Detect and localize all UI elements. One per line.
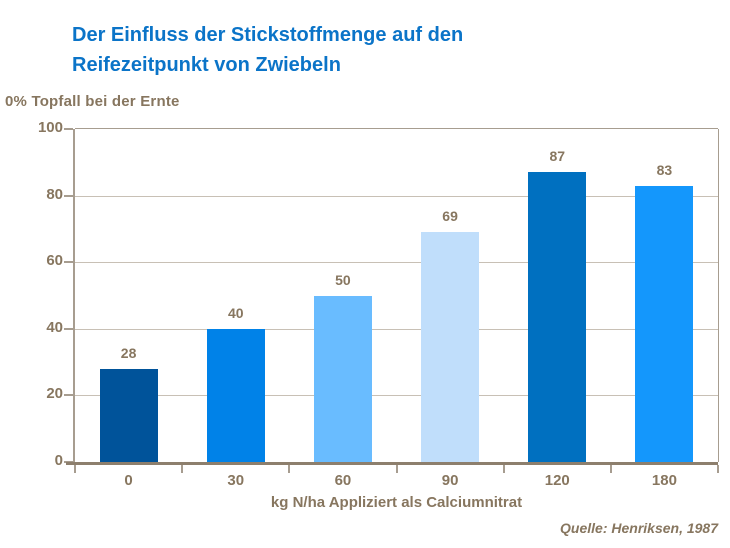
y-tick-100 [64,128,73,130]
chart-title-line1: Der Einfluss der Stickstoffmenge auf den [72,24,464,46]
gridline-20 [75,395,718,397]
x-axis-line [66,462,718,465]
bar-120 [528,172,587,462]
x-tick-label-0: 0 [124,472,133,489]
x-tick-3 [395,465,398,473]
bar-0 [99,368,158,462]
x-tick-6 [717,465,719,473]
gridline-60 [75,262,718,264]
bar-value-label-0: 28 [120,344,137,361]
plot-border-top [75,128,718,129]
y-tick-label-0: 0 [54,452,63,469]
gridline-80 [75,195,718,197]
chart-title: Der Einfluss der Stickstoffmenge auf den… [72,20,632,80]
y-tick-60 [64,261,73,264]
bar-value-label-60: 50 [335,271,351,288]
bar-value-label-180: 83 [656,161,673,178]
y-tick-label-60: 60 [46,252,63,270]
y-axis-line [73,129,75,462]
x-tick-1 [181,465,184,473]
y-tick-40 [64,327,73,330]
gridline-40 [75,328,718,330]
x-tick-label-180: 180 [651,472,677,489]
y-tick-label-80: 80 [46,185,63,203]
y-tick-20 [64,394,73,397]
bar-value-label-120: 87 [549,148,566,165]
x-tick-label-90: 90 [441,472,459,489]
x-axis-title: kg N/ha Appliziert als Calciumnitrat [270,494,523,511]
x-tick-2 [288,465,291,473]
bar-30 [206,328,265,462]
y-tick-label-40: 40 [46,318,63,336]
bar-60 [313,295,372,462]
source-caption: Quelle: Henriksen, 1987 [560,520,718,536]
x-tick-5 [609,465,612,473]
bar-180 [635,185,694,462]
y-tick-80 [64,194,73,197]
x-tick-label-60: 60 [334,472,352,489]
x-tick-label-120: 120 [544,472,570,489]
bar-value-label-90: 69 [442,208,458,225]
x-tick-label-30: 30 [227,472,245,489]
x-tick-0 [74,465,76,473]
y-axis-title: 0% Topfall bei der Ernte [5,93,180,110]
x-tick-4 [502,465,505,473]
y-tick-label-20: 20 [46,385,63,403]
bar-value-label-30: 40 [227,304,244,321]
chart-title-line2: Reifezeitpunkt von Zwiebeln [72,54,341,76]
bar-90 [421,232,480,462]
plot-border-right [718,129,719,462]
y-tick-label-100: 100 [37,119,63,136]
